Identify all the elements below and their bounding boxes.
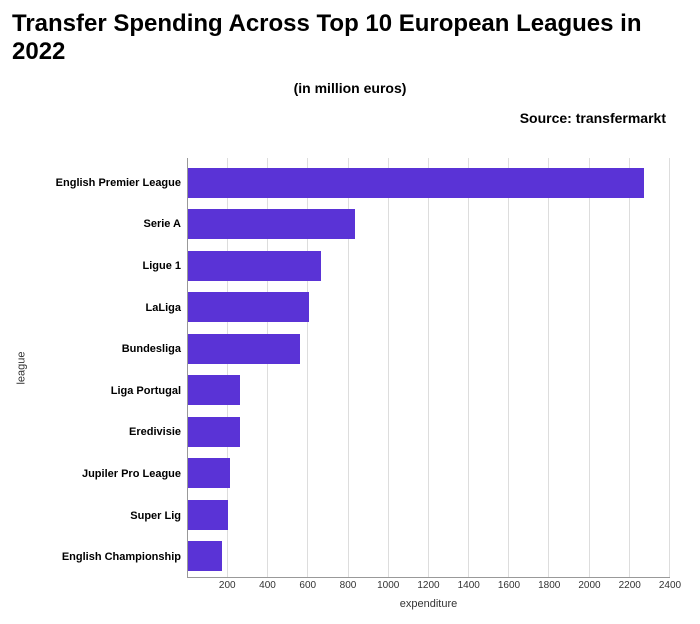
bar-row (188, 204, 670, 246)
bar (188, 375, 240, 405)
chart-container: Transfer Spending Across Top 10 European… (0, 0, 700, 610)
y-axis-label: English Championship (32, 536, 187, 578)
chart-title: Transfer Spending Across Top 10 European… (12, 10, 688, 66)
x-axis-tick: 400 (259, 580, 276, 591)
bar (188, 168, 644, 198)
bar (188, 541, 222, 571)
bar-row (188, 411, 670, 453)
bar-row (188, 162, 670, 204)
y-axis-label: Serie A (32, 204, 187, 246)
y-axis-labels: English Premier LeagueSerie ALigue 1LaLi… (32, 158, 187, 578)
x-axis-tick: 2400 (659, 580, 681, 591)
y-axis-label: Super Lig (32, 495, 187, 537)
chart-plot-wrap: league English Premier LeagueSerie ALigu… (12, 158, 688, 578)
bar-row (188, 287, 670, 329)
plot-area (187, 158, 670, 578)
y-axis-title: league (16, 351, 28, 384)
chart-source: Source: transfermarkt (12, 110, 688, 126)
bar (188, 209, 355, 239)
y-axis-label: English Premier League (32, 162, 187, 204)
y-axis-label: Bundesliga (32, 328, 187, 370)
bar (188, 334, 300, 364)
bar (188, 500, 228, 530)
x-axis-tick: 2200 (619, 580, 641, 591)
bar (188, 458, 230, 488)
x-axis-tick: 2000 (578, 580, 600, 591)
y-axis-label: Liga Portugal (32, 370, 187, 412)
x-axis-tick: 800 (340, 580, 357, 591)
y-axis-label: LaLiga (32, 287, 187, 329)
bar-row (188, 494, 670, 536)
bars-group (188, 158, 670, 577)
x-axis-tick: 1000 (377, 580, 399, 591)
x-axis-ticks: 200 400 600 800 1000 1200 1400 1600 1800 2000 2200… (187, 580, 670, 594)
x-axis-row: 200 400 600 800 1000 1200 1400 1600 1800 2000 2200… (12, 580, 688, 594)
bar-row (188, 536, 670, 578)
x-axis-tick: 600 (299, 580, 316, 591)
bar-row (188, 370, 670, 412)
bar-row (188, 453, 670, 495)
x-axis-title: expenditure (187, 598, 670, 610)
x-axis-tick: 1200 (417, 580, 439, 591)
y-axis-title-wrap: league (12, 158, 32, 578)
bar (188, 292, 309, 322)
x-axis-tick: 1800 (538, 580, 560, 591)
x-axis-title-row: expenditure (12, 598, 688, 610)
y-axis-label: Jupiler Pro League (32, 453, 187, 495)
bar (188, 251, 321, 281)
bar (188, 417, 240, 447)
x-axis-tick: 1600 (498, 580, 520, 591)
bar-row (188, 245, 670, 287)
x-axis-tick: 1400 (458, 580, 480, 591)
y-axis-label: Eredivisie (32, 412, 187, 454)
bar-row (188, 328, 670, 370)
y-axis-label: Ligue 1 (32, 245, 187, 287)
x-axis-tick: 200 (219, 580, 236, 591)
chart-subtitle: (in million euros) (12, 80, 688, 96)
